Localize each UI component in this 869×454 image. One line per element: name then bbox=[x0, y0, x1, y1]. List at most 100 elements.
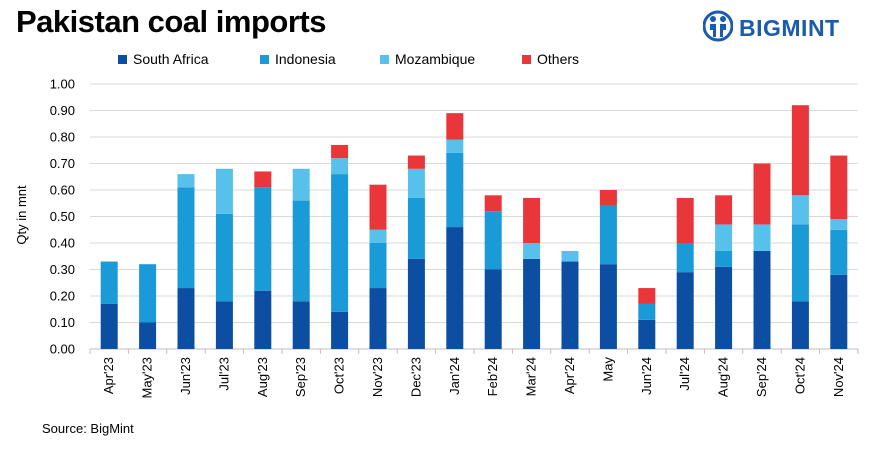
bar-segment bbox=[407, 155, 425, 169]
bar-segment bbox=[407, 258, 425, 349]
y-tick-label: 0.40 bbox=[50, 236, 75, 251]
bar-segment bbox=[139, 264, 157, 323]
bar-segment bbox=[100, 303, 118, 349]
bar-segment bbox=[215, 301, 233, 349]
legend-swatch bbox=[260, 55, 269, 64]
bar-segment bbox=[830, 229, 848, 275]
bar-segment bbox=[715, 250, 733, 267]
bar-segment bbox=[331, 144, 349, 159]
bar-segment bbox=[446, 139, 464, 153]
bar-segment bbox=[446, 152, 464, 228]
bar-segment bbox=[753, 163, 771, 225]
x-tick-label: Jun'24 bbox=[639, 357, 654, 395]
x-tick-label: Aug'24 bbox=[716, 357, 731, 397]
legend-swatch bbox=[380, 55, 389, 64]
bar-segment bbox=[715, 266, 733, 349]
x-tick-label: Jul'23 bbox=[216, 357, 231, 391]
x-tick-label: Jun'23 bbox=[178, 357, 193, 395]
source-note: Source: BigMint bbox=[42, 421, 134, 436]
x-tick-label: Nov'23 bbox=[370, 357, 385, 397]
x-tick-label: Oct'24 bbox=[792, 357, 807, 394]
x-tick-label: Nov'24 bbox=[831, 357, 846, 397]
x-axis-ticks: Apr'23 May'23 Jun'23 Jul'23 Aug'23 Sep'23 Oct'… bbox=[89, 349, 859, 399]
bar-segment bbox=[254, 187, 272, 291]
bar-segment bbox=[446, 227, 464, 349]
y-tick-label: 0.70 bbox=[50, 156, 75, 171]
y-tick-label: 0.10 bbox=[50, 315, 75, 330]
bar-segment bbox=[139, 322, 157, 349]
y-axis-label: Qty in mnt bbox=[14, 185, 29, 245]
bar-segment bbox=[599, 190, 617, 206]
x-tick-label: Apr'24 bbox=[562, 357, 577, 394]
x-tick-label: Oct'23 bbox=[332, 357, 347, 394]
bar-segment bbox=[715, 195, 733, 225]
bar-segment bbox=[830, 274, 848, 349]
chart-title: Pakistan coal imports bbox=[16, 4, 326, 39]
bar-segment bbox=[407, 197, 425, 259]
bar-segment bbox=[715, 224, 733, 251]
bar-segment bbox=[791, 301, 809, 349]
legend-swatch bbox=[522, 55, 531, 64]
bar-segment bbox=[676, 272, 694, 349]
x-tick-label: Feb'24 bbox=[485, 357, 500, 396]
bar-segment bbox=[331, 311, 349, 349]
bar-segment bbox=[484, 269, 502, 349]
bar-segment bbox=[753, 250, 771, 349]
x-tick-label: Jan'24 bbox=[447, 357, 462, 395]
x-tick-label: Mar'24 bbox=[524, 357, 539, 396]
bar-segment bbox=[254, 171, 272, 188]
bar-segment bbox=[254, 290, 272, 349]
bar-segment bbox=[676, 197, 694, 243]
bar-segment bbox=[331, 174, 349, 312]
x-tick-label: Jul'24 bbox=[677, 357, 692, 391]
bar-segment bbox=[407, 168, 425, 198]
bar-segment bbox=[369, 229, 387, 243]
y-tick-label: 0.80 bbox=[50, 130, 75, 145]
legend-label: Indonesia bbox=[275, 51, 336, 67]
bar-segment bbox=[561, 250, 579, 262]
bar-segment bbox=[561, 261, 579, 349]
bar-segment bbox=[638, 303, 656, 320]
y-tick-label: 0.30 bbox=[50, 262, 75, 277]
y-tick-label: 0.20 bbox=[50, 289, 75, 304]
bar-segment bbox=[523, 258, 541, 349]
bar-segment bbox=[523, 243, 541, 259]
gridlines bbox=[90, 83, 858, 350]
brand-name: BIGMINT bbox=[739, 15, 840, 41]
x-tick-label: Dec'23 bbox=[408, 357, 423, 397]
bar-segment bbox=[446, 113, 464, 140]
bar-segment bbox=[292, 200, 310, 302]
bar-segment bbox=[177, 174, 195, 188]
bar-segment bbox=[292, 301, 310, 349]
bar-segment bbox=[753, 224, 771, 251]
bar-segment bbox=[331, 158, 349, 175]
legend-swatch bbox=[118, 55, 127, 64]
bar-segment bbox=[830, 155, 848, 220]
bar-segment bbox=[638, 319, 656, 349]
bar-segment bbox=[215, 168, 233, 214]
bar-segment bbox=[830, 219, 848, 230]
bar-segment bbox=[292, 168, 310, 201]
bar-segment bbox=[676, 243, 694, 273]
bar-segment bbox=[177, 187, 195, 289]
bar-segment bbox=[791, 224, 809, 302]
bar-segment bbox=[484, 211, 502, 270]
bar-segment bbox=[638, 288, 656, 304]
y-tick-label: 1.00 bbox=[50, 77, 75, 92]
brand-logo: BIGMINT bbox=[702, 8, 840, 49]
legend-label: Mozambique bbox=[395, 51, 475, 67]
bar-segment bbox=[791, 195, 809, 225]
x-tick-label: Sep'24 bbox=[754, 357, 769, 397]
bar-segment bbox=[369, 184, 387, 230]
x-tick-label: May bbox=[600, 357, 615, 382]
legend: South Africa Indonesia Mozambique Others bbox=[118, 51, 579, 67]
bars bbox=[100, 105, 848, 349]
y-tick-label: 0.00 bbox=[50, 342, 75, 357]
y-tick-label: 0.60 bbox=[50, 183, 75, 198]
x-tick-label: Sep'23 bbox=[293, 357, 308, 397]
bar-segment bbox=[177, 288, 195, 349]
bar-segment bbox=[369, 243, 387, 289]
bar-segment bbox=[100, 261, 118, 304]
bar-segment bbox=[599, 264, 617, 349]
legend-label: Others bbox=[537, 51, 579, 67]
